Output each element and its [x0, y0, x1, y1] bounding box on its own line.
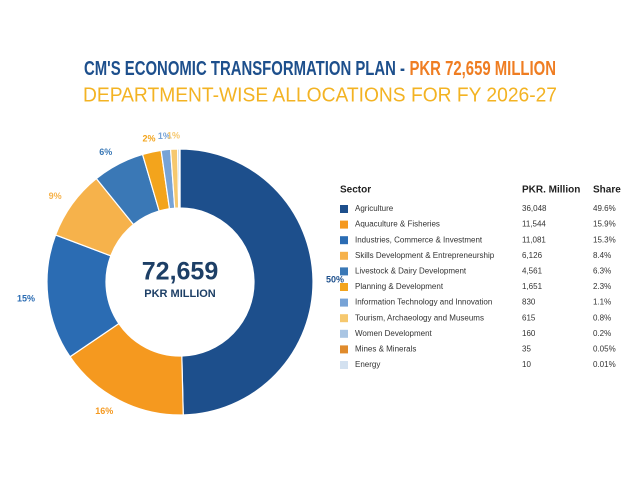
- legend-swatch: [340, 361, 348, 369]
- sector-name: Information Technology and Innovation: [355, 298, 492, 307]
- sector-share: 1.1%: [593, 298, 611, 307]
- sector-value: 36,048: [522, 204, 547, 213]
- donut: 50%16%15%9%6%2% 1%1%: [17, 131, 344, 417]
- sector-share: 0.8%: [593, 313, 611, 322]
- sector-name: Skills Development & Entrepreneurship: [355, 251, 495, 260]
- slice-label: 9%: [49, 191, 62, 201]
- sector-share: 15.3%: [593, 235, 616, 244]
- sector-share: 8.4%: [593, 251, 611, 260]
- table-header: PKR. Million: [522, 185, 580, 196]
- sector-name: Energy: [355, 360, 380, 369]
- sector-value: 35: [522, 345, 531, 354]
- slice-label: 16%: [95, 406, 113, 416]
- sector-name: Planning & Development: [355, 282, 444, 291]
- slice-label: 6%: [99, 147, 112, 157]
- slice: [179, 148, 314, 416]
- legend-swatch: [340, 329, 348, 338]
- chart-title: CM'S ECONOMIC TRANSFORMATION PLAN -PKR 7…: [84, 58, 556, 80]
- slice-label: 1%: [158, 131, 171, 141]
- chart-subtitle: DEPARTMENT-WISE ALLOCATIONS FOR FY 2026-…: [83, 84, 557, 106]
- sector-share: 15.9%: [593, 220, 616, 229]
- sector-value: 615: [522, 313, 536, 322]
- sector-value: 11,544: [522, 220, 546, 229]
- center-label: 72,659: [142, 258, 218, 286]
- slice-label: 2%: [142, 134, 155, 144]
- legend-swatch: [340, 314, 348, 323]
- legend-swatch: [340, 251, 348, 260]
- sector-value: 160: [522, 329, 536, 338]
- sector-share: 2.3%: [593, 282, 611, 291]
- sector-name: Mines & Minerals: [355, 345, 416, 354]
- sector-share: 0.01%: [593, 360, 616, 369]
- sector-value: 10: [522, 360, 531, 369]
- table-header: Sector: [340, 185, 371, 196]
- sector-share: 0.05%: [593, 345, 616, 354]
- sector-name: Agriculture: [355, 204, 394, 213]
- sector-share: 0.2%: [593, 329, 611, 338]
- sector-name: Industries, Commerce & Investment: [355, 235, 483, 244]
- center-unit: PKR MILLION: [144, 288, 216, 300]
- title-main: CM'S ECONOMIC TRANSFORMATION PLAN -: [84, 58, 405, 80]
- sector-value: 6,126: [522, 251, 543, 260]
- sector-name: Tourism, Archaeology and Museums: [355, 313, 484, 322]
- legend-swatch: [340, 267, 348, 276]
- legend-swatch: [340, 283, 348, 291]
- sector-value: 1,651: [522, 282, 543, 291]
- sector-share: 49.6%: [593, 204, 616, 213]
- sector-value: 4,561: [522, 267, 543, 276]
- legend-swatch: [340, 236, 348, 245]
- title-highlight: PKR 72,659 MILLION: [409, 58, 556, 80]
- slice-label: 15%: [17, 294, 35, 304]
- slice-label: 50%: [326, 275, 344, 285]
- sector-value: 830: [522, 298, 536, 307]
- table-header: Share: [593, 185, 621, 196]
- sector-name: Aquaculture & Fisheries: [355, 220, 440, 229]
- sector-value: 11,081: [522, 235, 546, 244]
- sector-share: 6.3%: [593, 267, 611, 276]
- sector-name: Women Development: [355, 329, 433, 338]
- legend-swatch: [340, 220, 348, 229]
- sector-name: Livestock & Dairy Development: [355, 267, 467, 276]
- legend-table: Agriculture 36,048 49.6% Aquaculture & Fish…: [340, 204, 616, 369]
- legend-swatch: [340, 205, 348, 213]
- legend-swatch: [340, 345, 348, 354]
- legend-swatch: [340, 298, 348, 307]
- slice-label: 1%: [167, 131, 180, 141]
